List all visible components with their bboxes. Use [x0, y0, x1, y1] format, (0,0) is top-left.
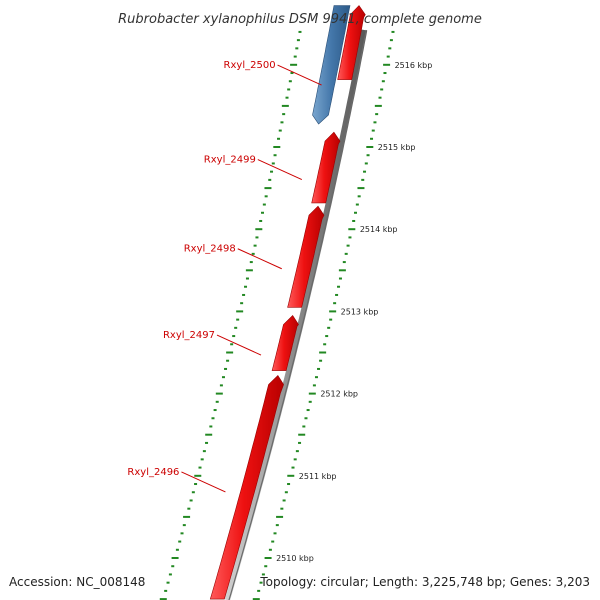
scale-label-2511: 2511 kbp — [299, 472, 337, 481]
leader-line — [277, 64, 322, 86]
gene-rxyl-2500[interactable] — [312, 5, 351, 125]
backbone-layer — [224, 29, 368, 600]
leader-line — [237, 248, 282, 270]
gene-label[interactable]: Rxyl_2497 — [163, 330, 215, 341]
scale-label-2515: 2515 kbp — [378, 143, 416, 152]
map-title: Rubrobacter xylanophilus DSM 9941, compl… — [118, 12, 482, 27]
leader-line — [257, 159, 303, 181]
label-layer: 2516 kbp 2515 kbp 2514 kbp 2513 kbp 2512 kbp… — [127, 60, 432, 563]
scale-label-2513: 2513 kbp — [341, 307, 379, 316]
sequence-backbone-shadow — [228, 29, 367, 600]
gene-label[interactable]: Rxyl_2500 — [224, 60, 276, 71]
scale-label-2516: 2516 kbp — [395, 61, 433, 70]
sequence-backbone — [224, 29, 368, 600]
gene-rxyl-2498[interactable] — [287, 205, 325, 308]
accession-text: Accession: NC_008148 — [9, 575, 145, 589]
gene-rxyl-2497[interactable] — [271, 315, 299, 371]
gene-label[interactable]: Rxyl_2499 — [204, 155, 256, 166]
gene-rxyl-2499[interactable] — [311, 131, 341, 204]
gene-unlabeled[interactable] — [337, 5, 366, 80]
leader-line — [216, 334, 262, 356]
leader-line — [181, 471, 226, 493]
gene-label[interactable]: Rxyl_2496 — [127, 467, 179, 478]
scale-label-2514: 2514 kbp — [360, 225, 398, 234]
tick-layer — [159, 30, 395, 600]
topology-text: Topology: circular; Length: 3,225,748 bp… — [259, 575, 590, 589]
gene-layer — [209, 5, 366, 600]
gene-label[interactable]: Rxyl_2498 — [184, 244, 236, 255]
scale-label-2510: 2510 kbp — [276, 554, 314, 563]
scale-label-2512: 2512 kbp — [320, 390, 358, 399]
gene-rxyl-2496[interactable] — [209, 375, 284, 600]
